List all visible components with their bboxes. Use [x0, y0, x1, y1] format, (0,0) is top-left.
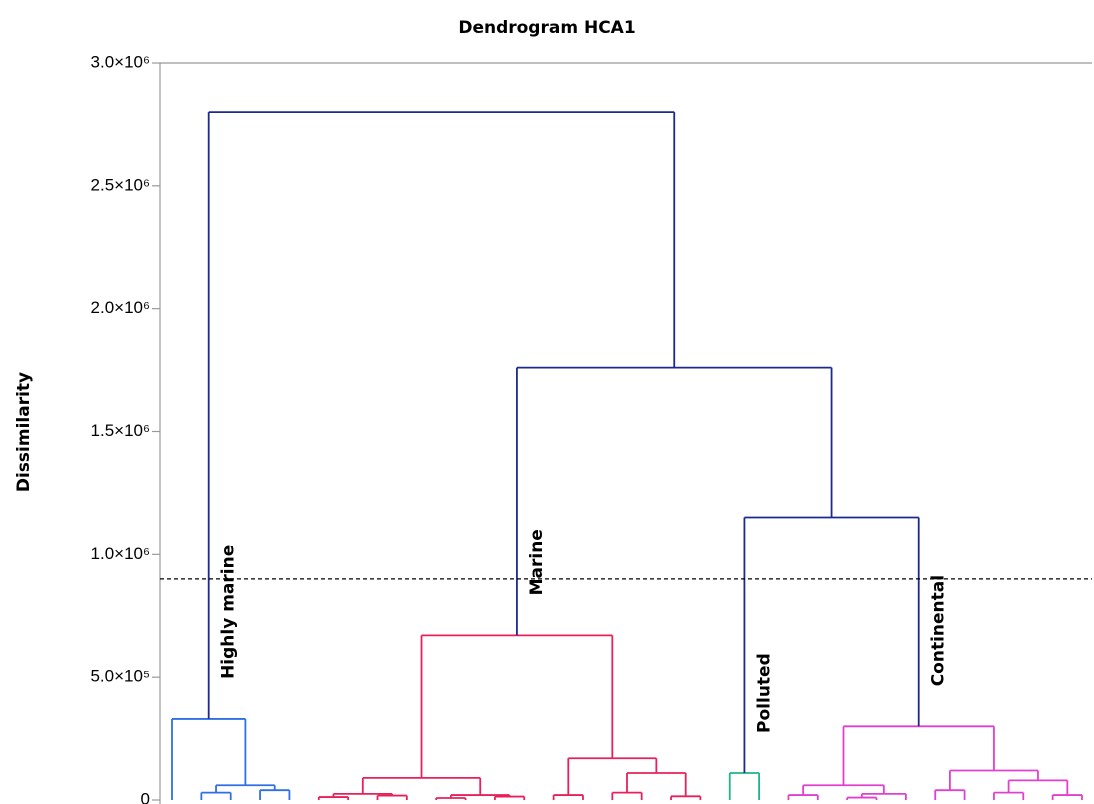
y-tick-label: 1.0×10⁶	[91, 544, 150, 563]
y-axis-label: Dissimilarity	[14, 372, 34, 492]
chart-title: Dendrogram HCA1	[458, 18, 635, 38]
y-tick-label: 5.0×10⁵	[90, 667, 150, 686]
cluster-label: Highly marine	[219, 545, 239, 679]
cluster-label: Polluted	[754, 653, 774, 733]
cluster-label: Continental	[929, 575, 949, 686]
y-tick-label: 2.5×10⁶	[91, 175, 150, 194]
y-tick-label: 0	[141, 789, 150, 804]
y-tick-label: 1.5×10⁶	[91, 421, 150, 440]
y-tick-label: 2.0×10⁶	[91, 298, 150, 317]
cluster-label: Marine	[527, 529, 547, 595]
y-tick-label: 3.0×10⁶	[91, 52, 150, 71]
